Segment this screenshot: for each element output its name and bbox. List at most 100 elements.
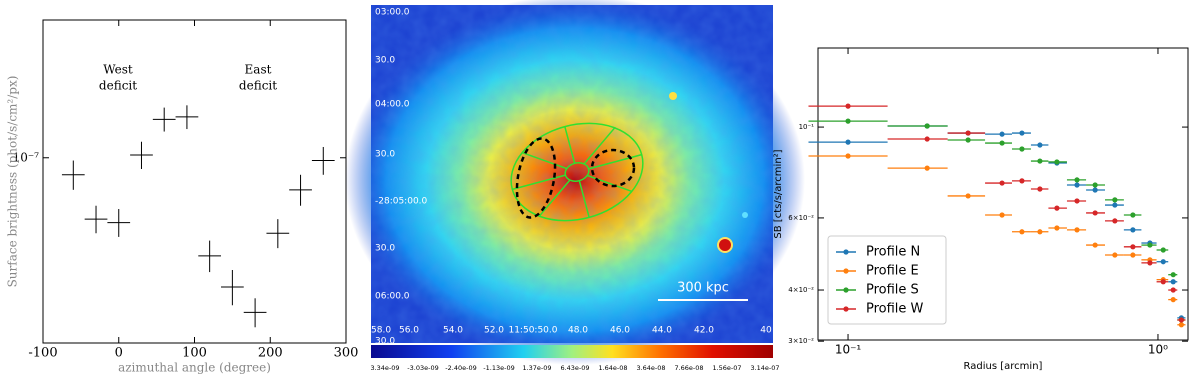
legend-label: Profile S [866,283,919,298]
data-point [1112,252,1118,258]
annotation: deficit [239,79,277,93]
colorbar-label: 3.64e-08 [636,364,665,372]
dec-label: 30.0 [375,56,395,66]
ra-label: 11:50:50.0 [508,326,557,336]
data-point [1074,227,1080,233]
dec-label: 06:00.0 [375,292,410,302]
image-panel: 300 kpc 03:00.0 30.0 04:00.0 30.0 -28:05:00.… [345,0,805,372]
x-axis-label: azimuthal angle (degree) [118,361,271,375]
y-axis-label: Surface brightness (phot/s/cm²/px) [6,76,20,288]
y-axis-label: SB [cts/s/arcmin²] [773,149,784,238]
data-point [1112,218,1118,224]
data-point [1054,225,1060,231]
data-point [999,212,1005,218]
legend-swatch [843,268,849,274]
x-tick-label: 200 [258,346,283,361]
data-point [1037,229,1043,235]
deficit-region [590,148,636,188]
point-source [669,92,677,100]
image-noise [371,5,773,343]
plot-frame [817,47,1189,341]
colorbar-label: 7.66e-08 [674,364,703,372]
data-point [845,153,851,159]
x-tick-label: 10⁻¹ [835,343,862,357]
data-point [1019,178,1025,184]
data-point [1130,252,1136,258]
data-point [1147,242,1153,248]
point-source [742,212,748,218]
x-tick-label: 300 [334,346,359,361]
data-point [1092,187,1098,193]
data-point [1160,259,1166,265]
data-point [1092,242,1098,248]
ra-label: 48.0 [568,326,588,336]
colorbar-label: 3.14e-07 [750,364,779,372]
data-point [1170,272,1176,278]
annotation: East [245,63,272,77]
data-point [1112,197,1118,203]
data-point [845,103,851,109]
azimuth-panel: -100 0 100 200 300 10⁻⁷ azimuthal angle (degre… [6,19,359,375]
data-point [1092,182,1098,188]
y-tick-label: 10⁻⁷ [13,150,40,164]
data-point [1130,244,1136,250]
legend-swatch [843,249,849,255]
data-point [999,131,1005,137]
data-point [1130,227,1136,233]
colorbar-label: -2.40e-09 [445,364,476,372]
profile-panel: 10⁻¹ 10⁰ 10⁻¹ 6×10⁻² 4×10⁻² 3×10⁻² Radius [arc… [773,47,1189,372]
colorbar-label: 1.56e-07 [712,364,741,372]
ra-label: 46.0 [610,326,630,336]
point-source [717,237,733,253]
x-tick-label: 10⁰ [1148,343,1168,357]
data-point [965,137,971,143]
data-point [845,118,851,124]
legend-label: Profile E [866,264,919,279]
data-point [1019,229,1025,235]
colorbar-label: -1.13e-09 [483,364,514,372]
ra-label: 42.0 [694,326,714,336]
data-point [1112,202,1118,208]
y-tick-label: 4×10⁻² [788,286,814,294]
x-tick-label: -100 [28,346,57,361]
x-tick-label: 100 [182,346,207,361]
y-tick-label: 6×10⁻² [788,214,814,222]
data-point [1130,212,1136,218]
legend-swatch [843,287,849,293]
data-point [1074,198,1080,204]
data-point [1160,279,1166,285]
colorbar-label: 3.34e-09 [370,364,399,372]
dec-label: 04:00.0 [375,100,410,110]
annotation: deficit [99,79,137,93]
ra-label: 56.0 [399,326,419,336]
ra-label: 40 [760,326,772,336]
data-point [1037,142,1043,148]
data-point [965,193,971,199]
data-point [1074,177,1080,183]
legend-label: Profile W [866,302,924,317]
colorbar-label: -3.03e-09 [407,364,438,372]
x-tick-label: 0 [115,346,123,361]
data-point [999,140,1005,146]
data-point [1019,130,1025,136]
data-point [1178,322,1184,328]
dec-label: 30.0 [375,150,395,160]
annotation: West [103,63,133,77]
ra-label: 54.0 [443,326,463,336]
data-point [1074,182,1080,188]
data-point [924,123,930,129]
legend-swatch [843,306,849,312]
data-point [1037,158,1043,164]
data-point [1019,146,1025,152]
colorbar-label: 1.64e-08 [598,364,627,372]
scale-bar-label: 300 kpc [677,281,729,296]
data-point [1170,279,1176,285]
data-point [999,180,1005,186]
dec-label: 30.0 [375,244,395,254]
data-point [1054,205,1060,211]
data-point [965,130,971,136]
dec-label: 03:00.0 [375,8,410,18]
y-tick-label: 10⁻¹ [799,123,815,131]
legend-label: Profile N [866,245,920,260]
